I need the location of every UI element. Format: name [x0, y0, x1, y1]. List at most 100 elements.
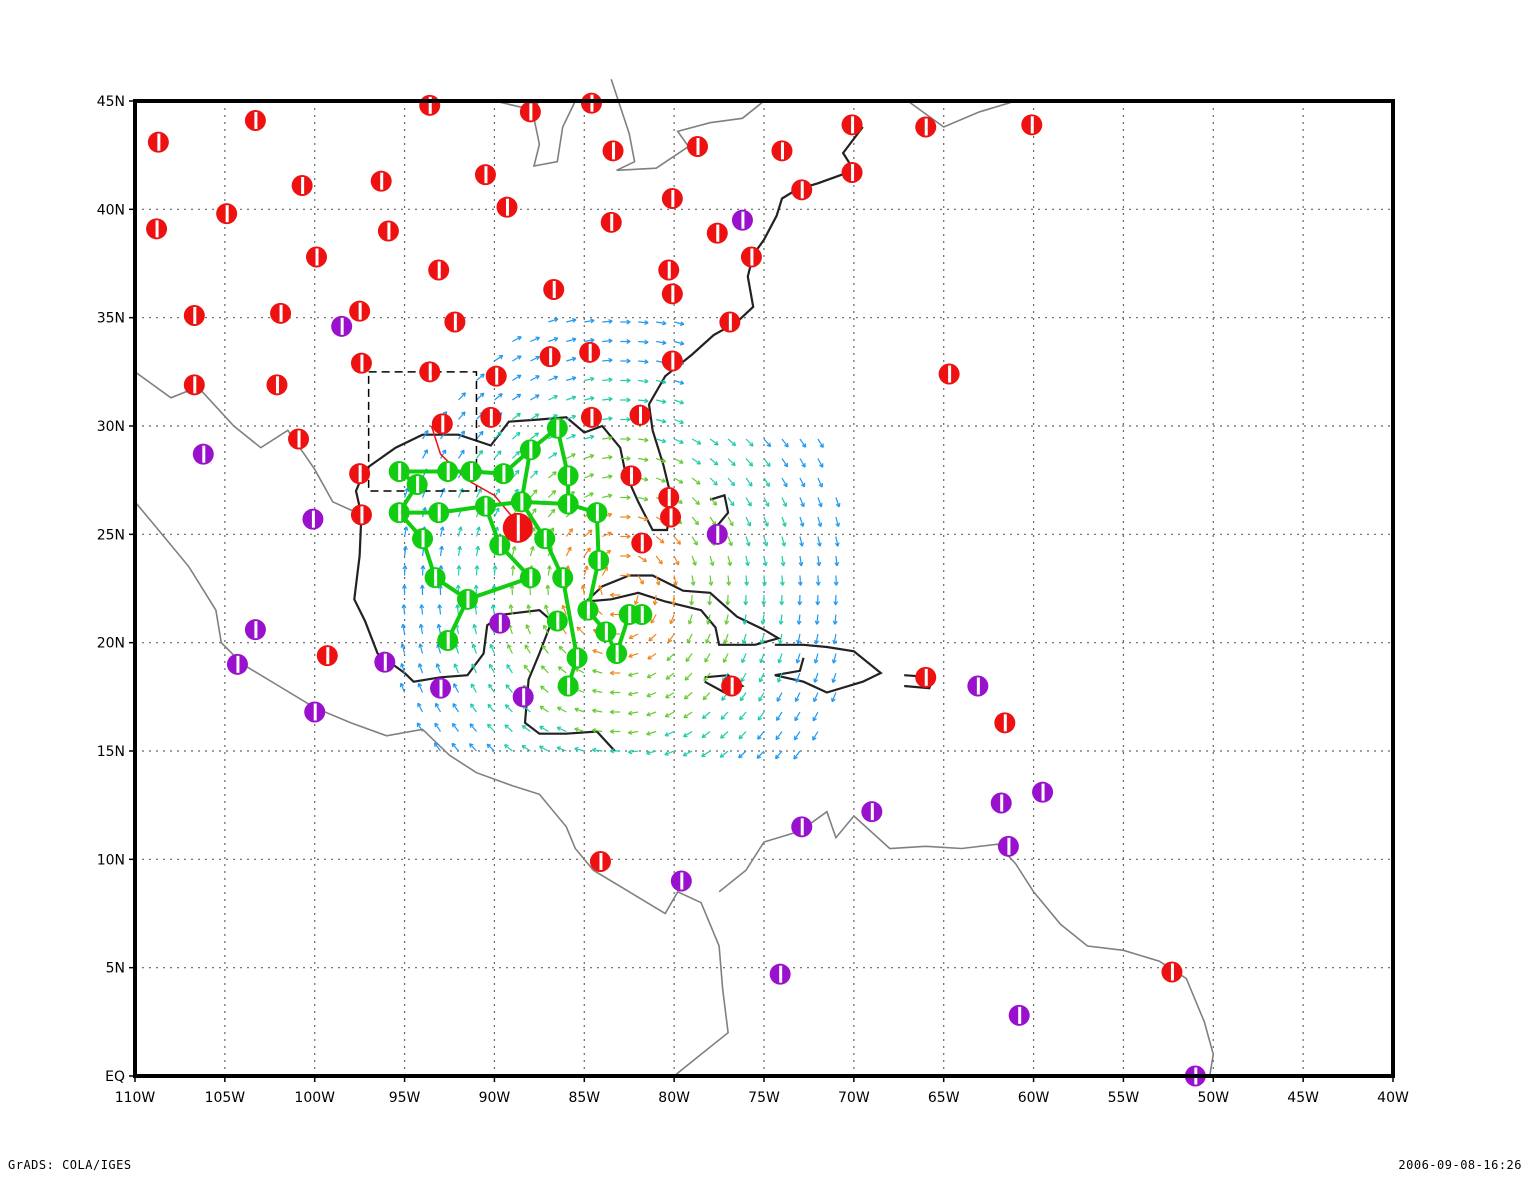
- station-tick: [801, 181, 804, 198]
- station-marker-purple: [513, 686, 534, 707]
- station-marker-red: [419, 361, 440, 382]
- station-tick: [668, 489, 671, 506]
- station-marker-green: [461, 461, 482, 482]
- station-tick: [202, 446, 205, 463]
- station-marker-purple: [331, 316, 352, 337]
- station-marker-green: [407, 474, 428, 495]
- station-tick: [454, 314, 457, 331]
- station-marker-green: [520, 567, 541, 588]
- station-marker-green: [631, 604, 652, 625]
- station-marker-purple: [245, 619, 266, 640]
- station-marker-red: [146, 218, 167, 239]
- station-marker-purple: [227, 654, 248, 675]
- station-tick: [670, 509, 673, 526]
- station-marker-red: [475, 164, 496, 185]
- station-marker-purple: [671, 871, 692, 892]
- y-tick-label: 40N: [97, 202, 125, 218]
- station-marker-red: [601, 212, 622, 233]
- station-marker-green: [389, 461, 410, 482]
- station-marker-red: [842, 162, 863, 183]
- station-tick: [556, 420, 559, 437]
- station-marker-purple: [732, 210, 753, 231]
- station-tick: [590, 95, 593, 112]
- station-tick: [529, 569, 532, 586]
- station-tick: [380, 173, 383, 190]
- station-tick: [447, 632, 450, 649]
- x-tick-label: 95W: [389, 1090, 421, 1106]
- station-tick: [851, 164, 854, 181]
- station-marker-red: [658, 260, 679, 281]
- station-marker-green: [520, 439, 541, 460]
- footer-credit: GrADS: COLA/IGES: [8, 1158, 132, 1172]
- station-tick: [549, 348, 552, 365]
- station-marker-green: [558, 676, 579, 697]
- station-tick: [484, 498, 487, 515]
- station-marker-red: [994, 712, 1015, 733]
- station-marker-green: [595, 621, 616, 642]
- station-marker-green: [389, 502, 410, 523]
- station-tick: [429, 363, 432, 380]
- station-tick: [301, 177, 304, 194]
- x-tick-label: 105W: [205, 1090, 246, 1106]
- station-marker-red: [939, 364, 960, 385]
- station-tick: [871, 803, 874, 820]
- station-marker-red: [351, 353, 372, 374]
- x-tick-label: 40W: [1377, 1090, 1409, 1106]
- station-tick: [157, 134, 160, 151]
- station-tick: [276, 376, 279, 393]
- station-tick: [359, 465, 362, 482]
- station-tick: [612, 142, 615, 159]
- station-marker-green: [534, 528, 555, 549]
- station-tick: [590, 409, 593, 426]
- station-tick: [499, 615, 502, 632]
- station-marker-green: [511, 491, 532, 512]
- grid-lines: [135, 101, 1393, 1076]
- station-marker-red: [1161, 962, 1182, 983]
- station-marker-green: [558, 494, 579, 515]
- station-tick: [280, 305, 283, 322]
- station-tick: [729, 314, 732, 331]
- x-tick-label: 85W: [568, 1090, 600, 1106]
- y-tick-label: 35N: [97, 311, 125, 327]
- station-marker-purple: [770, 964, 791, 985]
- station-tick: [447, 463, 450, 480]
- station-tick: [616, 645, 619, 662]
- station-marker-purple: [193, 444, 214, 465]
- station-tick: [529, 441, 532, 458]
- coastline-segment: [775, 645, 881, 693]
- coastline-segment: [611, 79, 764, 170]
- station-marker-purple: [967, 676, 988, 697]
- station-tick: [668, 262, 671, 279]
- station-marker-purple: [861, 801, 882, 822]
- station-tick: [576, 649, 579, 666]
- station-marker-red: [266, 374, 287, 395]
- station-marker-green: [588, 550, 609, 571]
- station-marker-purple: [991, 793, 1012, 814]
- station-marker-red: [581, 93, 602, 114]
- station-tick: [236, 656, 239, 673]
- station-tick: [671, 285, 674, 302]
- station-tick: [553, 281, 556, 298]
- station-marker-red: [791, 179, 812, 200]
- station-marker-green: [586, 502, 607, 523]
- station-marker-green: [547, 418, 568, 439]
- station-tick: [639, 407, 642, 424]
- x-tick-label: 55W: [1108, 1090, 1140, 1106]
- station-marker-green: [437, 461, 458, 482]
- station-tick: [587, 602, 590, 619]
- station-tick: [1004, 714, 1007, 731]
- y-tick-label: 15N: [97, 744, 125, 760]
- station-marker-red: [432, 413, 453, 434]
- map-frame: [135, 101, 1393, 1076]
- station-tick: [193, 307, 196, 324]
- map-border: [135, 101, 1393, 1076]
- x-tick-label: 45W: [1287, 1090, 1319, 1106]
- coastline-segment: [135, 372, 361, 515]
- station-tick: [562, 569, 565, 586]
- station-marker-green: [606, 643, 627, 664]
- station-tick: [697, 138, 700, 155]
- station-marker-red: [662, 188, 683, 209]
- station-marker-purple: [302, 509, 323, 530]
- y-tick-label: 45N: [97, 94, 125, 110]
